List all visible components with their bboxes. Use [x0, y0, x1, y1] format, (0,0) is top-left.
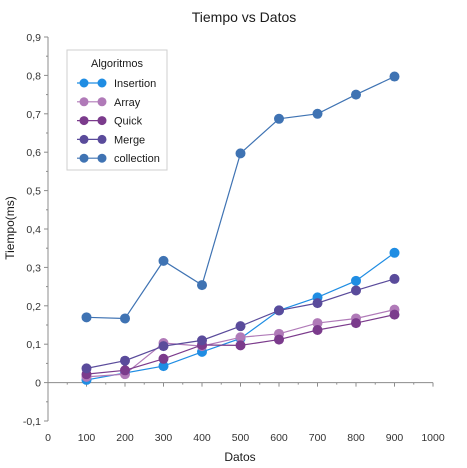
x-tick-label: 1000: [421, 432, 445, 444]
data-point: [312, 108, 323, 119]
data-point: [312, 318, 323, 329]
legend-swatch-marker: [79, 116, 89, 126]
data-point: [235, 321, 246, 332]
legend-label: Insertion: [114, 78, 156, 90]
legend-swatch-marker: [79, 153, 89, 163]
series-layer: [81, 71, 400, 385]
x-tick-label: 800: [347, 432, 365, 444]
legend-swatch-marker: [97, 116, 107, 126]
y-tick-label: 0,1: [26, 339, 41, 351]
data-point: [81, 363, 92, 374]
data-point: [235, 340, 246, 351]
x-tick-label: 0: [45, 432, 51, 444]
legend-label: Array: [114, 97, 141, 109]
data-point: [235, 332, 246, 343]
data-point: [274, 334, 284, 345]
data-point: [351, 275, 361, 286]
data-point: [274, 305, 284, 316]
data-point: [351, 318, 361, 329]
data-point: [120, 365, 130, 376]
x-tick-label: 400: [193, 432, 211, 444]
data-point: [235, 148, 246, 159]
data-point: [158, 353, 169, 364]
y-tick-label: 0,8: [26, 70, 41, 82]
legend-swatch-marker: [79, 97, 89, 107]
y-tick-label: 0,7: [26, 109, 41, 121]
y-axis-label: Tiempo(ms): [3, 196, 17, 260]
y-tick-label: 0,4: [26, 224, 41, 236]
legend-label: Quick: [114, 116, 143, 128]
x-tick-label: 500: [232, 432, 250, 444]
x-tick-label: 600: [270, 432, 288, 444]
data-point: [389, 309, 400, 320]
data-point: [81, 312, 92, 323]
series-merge: [81, 273, 400, 374]
data-point: [158, 341, 169, 352]
y-tick-label: -0,1: [23, 416, 41, 428]
y-tick-label: 0,6: [26, 147, 41, 159]
legend-title: Algoritmos: [91, 58, 143, 70]
legend-item-array: Array: [77, 97, 141, 109]
legend-box: [66, 49, 168, 171]
series-collection: [81, 71, 400, 324]
y-tick-label: 0: [35, 378, 41, 390]
x-tick-label: 700: [309, 432, 327, 444]
legend-swatch-marker: [97, 134, 107, 144]
data-point: [351, 89, 361, 100]
data-point: [197, 335, 207, 346]
series-line: [86, 252, 395, 381]
x-tick-label: 100: [78, 432, 96, 444]
x-tick-label: 900: [386, 432, 404, 444]
x-tick-label: 300: [155, 432, 173, 444]
legend-swatch-marker: [79, 134, 89, 144]
legend-swatch-marker: [97, 97, 107, 107]
legend-items: Insertion Array Quick Merge collection: [77, 78, 160, 165]
legend-swatch-marker: [79, 78, 89, 88]
y-tick-label: 0,3: [26, 262, 41, 274]
data-point: [158, 361, 169, 372]
legend-item-insertion: Insertion: [77, 78, 156, 90]
x-axis-label: Datos: [224, 450, 255, 464]
data-point: [120, 313, 130, 324]
legend-swatch-marker: [97, 153, 107, 163]
y-tick-label: 0,5: [26, 186, 41, 198]
data-point: [274, 113, 284, 124]
legend: Algoritmos Insertion Array Quick Merge colle…: [66, 49, 168, 171]
y-tick-label: 0,2: [26, 301, 41, 313]
data-point: [312, 324, 323, 335]
chart-title: Tiempo vs Datos: [192, 9, 297, 25]
data-point: [120, 355, 130, 366]
y-tick-label: 0,9: [26, 32, 41, 44]
data-point: [389, 273, 400, 284]
data-point: [312, 298, 323, 309]
x-tick-label: 200: [116, 432, 134, 444]
legend-swatch-marker: [97, 78, 107, 88]
legend-item-merge: Merge: [77, 134, 145, 146]
legend-item-quick: Quick: [77, 116, 143, 128]
data-point: [351, 285, 361, 296]
data-point: [389, 247, 400, 258]
legend-label: collection: [114, 153, 160, 165]
legend-label: Merge: [114, 134, 145, 146]
data-point: [197, 280, 207, 291]
axes: -0,1 0 0,1 0,2 0,3 0,4 0,5 0,6 0,7 0,8 0,9 0 100 200 3…: [23, 32, 445, 444]
data-point: [389, 71, 400, 82]
legend-item-collection: collection: [77, 153, 160, 165]
data-point: [158, 255, 169, 266]
